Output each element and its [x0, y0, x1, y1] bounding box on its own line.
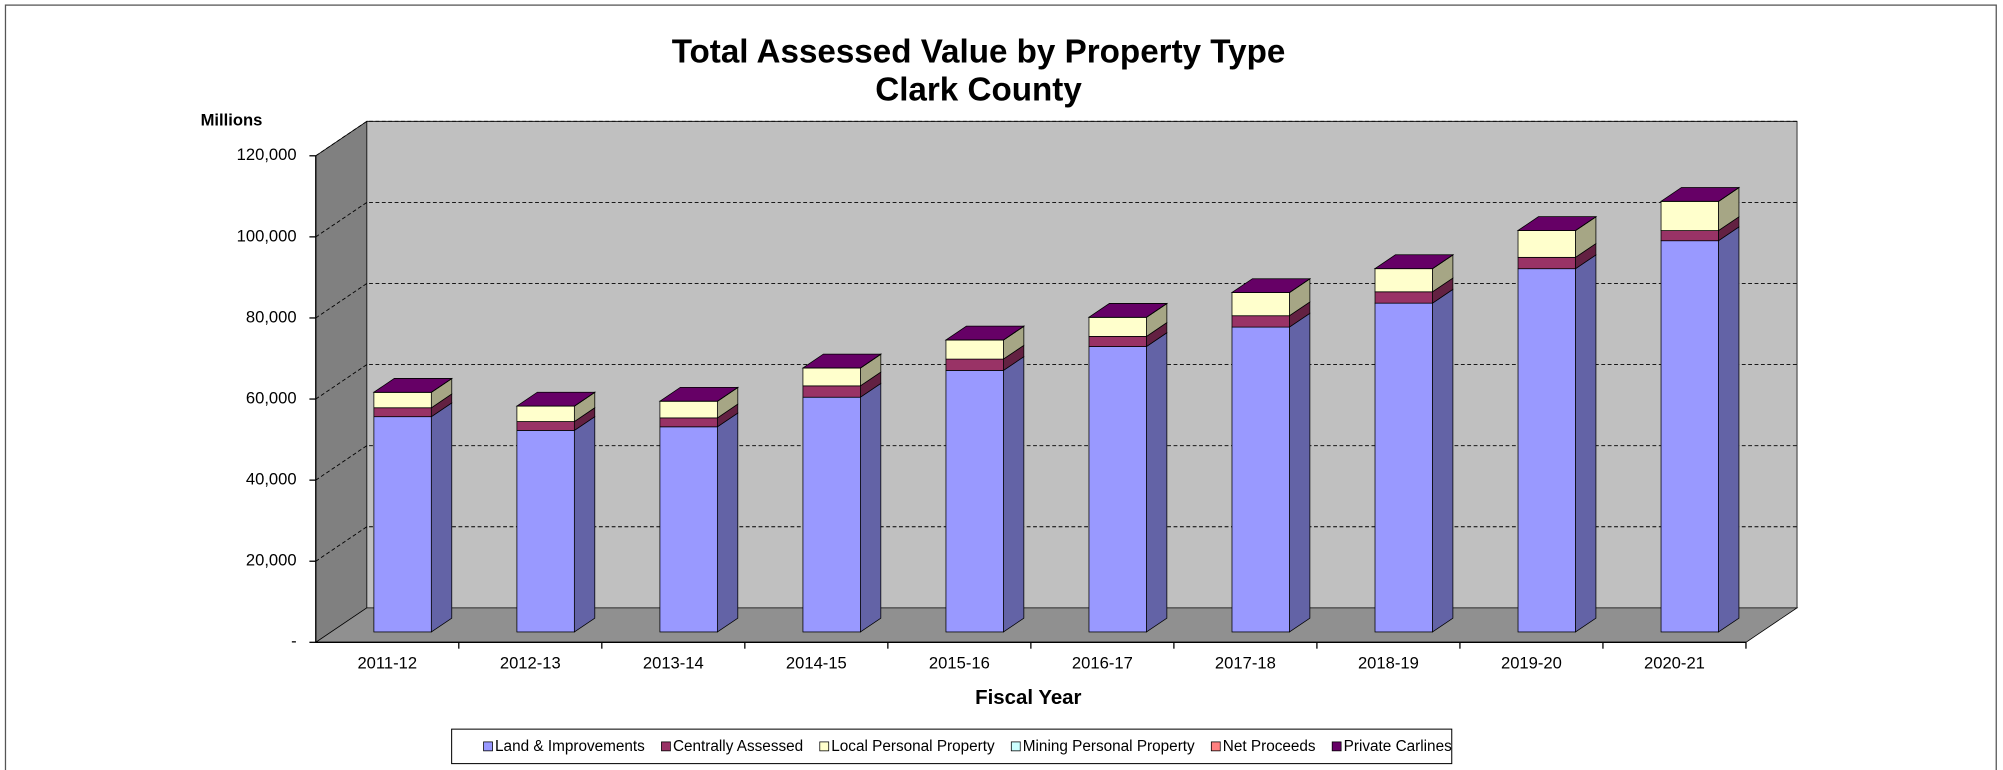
chart-subtitle: Clark County — [875, 72, 1082, 109]
bar-segment — [373, 407, 432, 418]
grid — [315, 120, 1798, 562]
bar-segment — [1374, 291, 1433, 304]
bar-segment — [1517, 256, 1576, 270]
x-tick-label: 2017-18 — [1215, 653, 1276, 672]
legend-box — [451, 728, 1453, 765]
y-tick-label: 100,000 — [237, 226, 297, 245]
legend-swatch — [819, 741, 830, 752]
bar-segment — [659, 417, 718, 428]
bar-segment — [516, 405, 575, 422]
bar-segment — [516, 430, 575, 633]
bar-segment — [945, 358, 1004, 371]
bar-segment — [802, 385, 861, 398]
bar-segment — [1374, 302, 1433, 633]
y-tick-label: 20,000 — [246, 551, 297, 570]
legend-swatch — [1210, 741, 1221, 752]
y-tick-label: 60,000 — [246, 388, 297, 407]
bar-segment — [1088, 346, 1147, 633]
x-tick-label: 2016-17 — [1072, 653, 1133, 672]
y-tick-label: 120,000 — [237, 145, 297, 164]
bar-top — [1087, 303, 1169, 318]
legend-swatch — [483, 741, 493, 752]
bar-segment — [802, 396, 861, 633]
left-wall — [315, 120, 368, 644]
bar-segment-side — [860, 382, 882, 633]
bar-segment — [1374, 268, 1433, 293]
bar-top — [1230, 278, 1312, 293]
axes: - 20,000 40,000 60,000 80,000 100,000 120,000 2… — [237, 145, 1747, 672]
bar-top — [515, 391, 597, 407]
bar-segment — [659, 426, 718, 633]
bar-segment-side — [1718, 226, 1740, 633]
bar-top — [944, 325, 1026, 341]
legend-swatch — [661, 741, 671, 752]
grid-line — [315, 201, 1798, 238]
bar-segment — [1088, 336, 1147, 347]
bar-segment-side — [573, 415, 596, 633]
legend-swatch — [1010, 741, 1021, 752]
bar-segment — [1231, 292, 1290, 317]
bar-segment — [659, 400, 718, 419]
bar-segment — [1088, 316, 1147, 337]
y-tick-label: - — [291, 632, 297, 651]
legend: Land & Improvements Centrally Assessed Loc… — [451, 728, 1453, 765]
bar-segment — [1660, 201, 1719, 231]
legend-label: Net Proceeds — [1223, 738, 1316, 755]
grid-line — [315, 120, 1798, 157]
bar-segment — [1660, 230, 1719, 242]
bar-segment-side — [1575, 254, 1597, 633]
x-tick-label: 2012-13 — [500, 653, 561, 672]
bar-segment — [1231, 315, 1290, 328]
bar-top — [372, 378, 454, 393]
bar-segment — [1517, 230, 1576, 258]
bar-segment — [1231, 326, 1290, 633]
y-tick-label: 80,000 — [246, 307, 297, 326]
bar-segment — [945, 370, 1004, 633]
bar-top — [1516, 216, 1598, 231]
x-tick-label: 2015-16 — [929, 653, 990, 672]
bars — [372, 186, 1741, 633]
bar-segment-side — [1003, 355, 1025, 633]
bar-segment-side — [430, 402, 453, 633]
bar-top — [1659, 187, 1741, 202]
bar-segment-side — [716, 412, 739, 633]
legend-swatch — [1331, 741, 1342, 752]
bar-segment-side — [1146, 332, 1168, 633]
x-tick-label: 2018-19 — [1358, 653, 1419, 672]
bar-segment — [1517, 268, 1576, 633]
legend-label: Mining Personal Property — [1023, 738, 1195, 755]
legend-label: Centrally Assessed — [673, 738, 803, 755]
y-tick-label: 40,000 — [246, 470, 297, 489]
bar-segment — [802, 367, 861, 387]
x-axis-label: Fiscal Year — [975, 687, 1081, 709]
chart-title: Total Assessed Value by Property Type — [672, 33, 1286, 70]
bar-segment — [945, 339, 1004, 360]
x-tick-label: 2020-21 — [1644, 653, 1705, 672]
bar-top — [1373, 254, 1455, 269]
x-tick-label: 2013-14 — [643, 653, 704, 672]
grid-line — [315, 283, 1798, 319]
legend-label: Land & Improvements — [495, 738, 645, 755]
grid-line — [315, 364, 1798, 400]
bar-top — [658, 386, 740, 402]
x-tick-label: 2019-20 — [1501, 653, 1562, 672]
bar-segment — [516, 421, 575, 431]
bar-segment — [373, 416, 432, 633]
x-tick-label: 2014-15 — [786, 653, 847, 672]
legend-label: Private Carlines — [1344, 738, 1452, 755]
bar-segment-side — [1432, 288, 1454, 633]
bar-segment — [373, 391, 432, 409]
bar-top — [801, 353, 883, 369]
grid-line — [315, 445, 1798, 481]
bar-segment — [1660, 240, 1719, 633]
y-axis-label: Millions — [201, 111, 263, 130]
x-tick-label: 2011-12 — [357, 653, 417, 672]
legend-label: Local Personal Property — [831, 738, 995, 755]
grid-line — [315, 526, 1798, 562]
bar-segment-side — [1289, 312, 1311, 633]
